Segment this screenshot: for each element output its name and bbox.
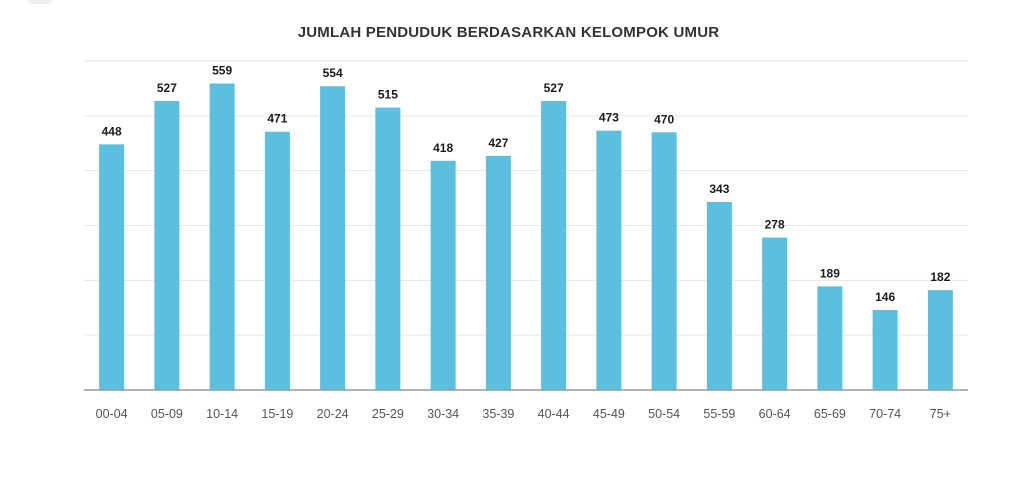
x-tick-label: 35-39 bbox=[482, 407, 514, 421]
bar-25-29 bbox=[375, 107, 401, 390]
bar-65-69 bbox=[817, 286, 843, 390]
x-tick-label: 25-29 bbox=[372, 407, 404, 421]
data-label: 182 bbox=[930, 270, 950, 284]
x-tick-label: 15-19 bbox=[261, 407, 293, 421]
data-label: 418 bbox=[433, 141, 453, 155]
data-label: 473 bbox=[599, 111, 619, 125]
chart-title: JUMLAH PENDUDUK BERDASARKAN KELOMPOK UMU… bbox=[297, 24, 720, 41]
bar-40-44 bbox=[541, 101, 567, 391]
data-label: 448 bbox=[102, 124, 122, 138]
x-tick-label: 05-09 bbox=[151, 407, 183, 421]
data-label: 527 bbox=[157, 81, 177, 95]
data-label: 559 bbox=[212, 63, 232, 77]
bar-30-34 bbox=[430, 160, 456, 390]
x-tick-label: 55-59 bbox=[703, 407, 735, 421]
data-label: 189 bbox=[820, 266, 840, 280]
data-label: 527 bbox=[544, 81, 564, 95]
x-tick-label: 65-69 bbox=[814, 407, 846, 421]
x-tick-label: 60-64 bbox=[759, 407, 791, 421]
x-tick-label: 20-24 bbox=[317, 407, 349, 421]
bar-75+ bbox=[927, 290, 953, 390]
x-tick-label: 40-44 bbox=[538, 407, 570, 421]
bar-10-14 bbox=[209, 83, 235, 391]
data-label: 515 bbox=[378, 88, 398, 102]
bar-35-39 bbox=[485, 155, 511, 390]
bar-50-54 bbox=[651, 132, 677, 391]
data-label: 278 bbox=[765, 218, 785, 232]
corner-tab bbox=[28, 0, 52, 4]
bars bbox=[99, 83, 953, 391]
x-tick-label: 10-14 bbox=[206, 407, 238, 421]
value-labels: 448 527 559 471 554 515 418 427 527 473 470 343 278 1… bbox=[102, 63, 951, 303]
data-label: 470 bbox=[654, 112, 674, 126]
x-tick-label: 75+ bbox=[930, 407, 951, 421]
bar-05-09 bbox=[154, 101, 180, 391]
data-label: 343 bbox=[709, 182, 729, 196]
bar-70-74 bbox=[872, 309, 898, 390]
bar-60-64 bbox=[762, 237, 788, 390]
bar-55-59 bbox=[706, 201, 732, 390]
bar-00-04 bbox=[99, 144, 125, 390]
bar-15-19 bbox=[264, 131, 290, 391]
bar-20-24 bbox=[320, 86, 346, 391]
x-tick-label: 00-04 bbox=[96, 407, 128, 421]
x-tick-label: 45-49 bbox=[593, 407, 625, 421]
data-label: 146 bbox=[875, 290, 895, 304]
bar-45-49 bbox=[596, 130, 622, 390]
x-tick-label: 70-74 bbox=[869, 407, 901, 421]
x-axis-ticks: 00-04 05-09 10-14 15-19 20-24 25-29 30-34 35-39… bbox=[96, 407, 951, 421]
data-label: 554 bbox=[323, 66, 343, 80]
data-label: 471 bbox=[267, 112, 287, 126]
x-tick-label: 50-54 bbox=[648, 407, 680, 421]
data-label: 427 bbox=[488, 136, 508, 150]
x-tick-label: 30-34 bbox=[427, 407, 459, 421]
